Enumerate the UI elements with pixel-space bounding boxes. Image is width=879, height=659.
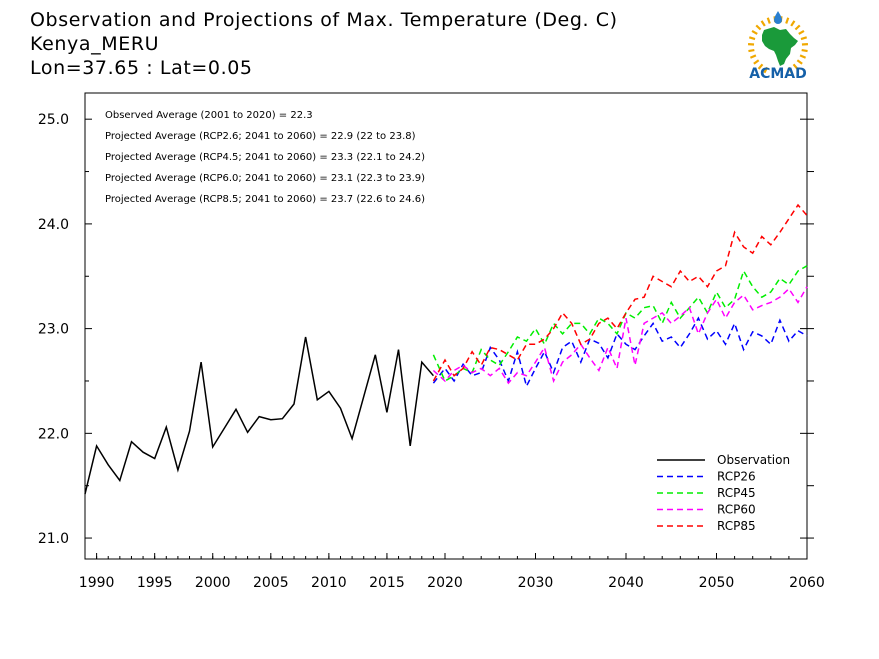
sun-ray: [763, 66, 769, 74]
x-tick-label: 2005: [253, 575, 289, 591]
sun-ray: [798, 29, 805, 35]
annotation-line: Projected Average (RCP6.0; 2041 to 2060)…: [105, 173, 425, 184]
y-tick-label: 23.0: [38, 322, 69, 338]
y-tick-label: 21.0: [38, 531, 69, 547]
sun-ray: [800, 36, 808, 41]
sun-ray: [792, 63, 799, 70]
sun-ray: [801, 48, 808, 53]
legend-label: RCP85: [717, 519, 756, 533]
logo-text: ACMAD: [749, 66, 807, 82]
legend-label: RCP45: [717, 486, 756, 500]
x-tick-label: 2015: [369, 575, 405, 591]
x-tick-label: 2020: [427, 575, 463, 591]
y-tick-labels: 21.0 22.0 23.0 24.0 25.0: [38, 112, 69, 547]
annotation-line: Projected Average (RCP4.5; 2041 to 2060)…: [105, 152, 425, 163]
x-tick-label: 2010: [311, 575, 347, 591]
annotation-line: Projected Average (RCP8.5; 2041 to 2060)…: [105, 194, 425, 205]
x-tick-label: 2040: [608, 575, 644, 591]
x-tick-label: 2030: [518, 575, 554, 591]
legend-label: RCP60: [717, 503, 756, 517]
legend: Observation RCP26 RCP45 RCP60 RCP85: [657, 453, 790, 533]
x-tick-label: 2060: [789, 575, 825, 591]
sun-ray: [749, 54, 757, 59]
x-tick-labels: 1990 1995 2000 2005 2010 2015 2020 2030 2040 2050…: [79, 575, 825, 591]
annotation-line: Projected Average (RCP2.6; 2041 to 2060)…: [105, 131, 416, 142]
water-drop-icon: [774, 11, 782, 24]
sun-ray: [757, 63, 764, 70]
location-label: Kenya_MERU: [30, 33, 160, 55]
annotation-line: Observed Average (2001 to 2020) = 22.3: [105, 110, 313, 121]
x-tick-label: 2050: [699, 575, 735, 591]
sun-ray: [785, 17, 790, 24]
sun-ray: [790, 20, 796, 27]
acmad-logo: ACMAD: [738, 8, 818, 84]
series-line-rcp85: [432, 203, 808, 382]
y-tick-label: 25.0: [38, 112, 69, 128]
axis-ticks: [85, 118, 814, 559]
sun-ray: [748, 36, 756, 41]
chart-title: Observation and Projections of Max. Temp…: [30, 9, 618, 31]
coords-label: Lon=37.65 : Lat=0.05: [30, 57, 253, 79]
series-line-rcp60: [432, 286, 808, 385]
legend-label: RCP26: [717, 470, 756, 484]
legend-label: Observation: [717, 453, 790, 467]
sun-ray: [748, 48, 755, 53]
series-line-rcp26: [432, 316, 808, 389]
x-tick-label: 1995: [137, 575, 173, 591]
sun-ray: [751, 29, 758, 35]
sun-ray: [787, 66, 793, 74]
x-tick-label: 2000: [195, 575, 231, 591]
series-line-rcp45: [432, 265, 808, 383]
plot-frame: [84, 92, 808, 560]
africa-map-icon: [762, 27, 798, 66]
sun-ray: [760, 20, 766, 27]
x-tick-label: 1990: [79, 575, 115, 591]
sun-ray: [753, 59, 760, 65]
acmad-africa-logo-icon: ACMAD: [747, 11, 809, 82]
sun-ray: [794, 24, 801, 31]
annotation-block: Observed Average (2001 to 2020) = 22.3 Pr…: [105, 110, 425, 205]
y-tick-label: 22.0: [38, 426, 69, 442]
series-layer: [84, 203, 808, 495]
sun-ray: [755, 24, 762, 31]
sun-ray: [766, 17, 771, 24]
series-line-observation: [84, 336, 434, 495]
sun-ray: [799, 54, 807, 59]
sun-ray: [796, 59, 803, 65]
y-tick-label: 24.0: [38, 217, 69, 233]
